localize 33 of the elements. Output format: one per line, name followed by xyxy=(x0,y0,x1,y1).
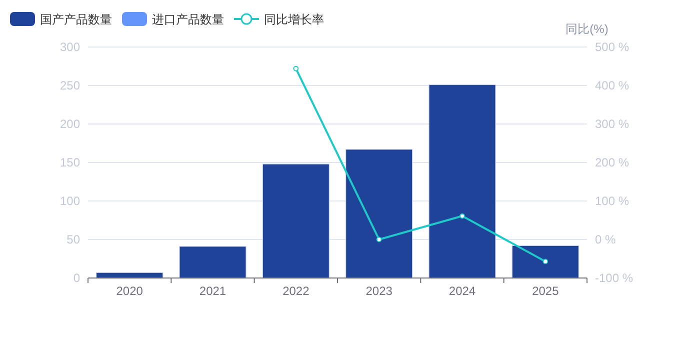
x-tick-label: 2025 xyxy=(532,284,560,298)
y-tick-label: 300 xyxy=(60,40,80,54)
bar xyxy=(428,84,496,278)
legend-label: 国产产品数量 xyxy=(40,12,112,26)
y2-tick-label: 500 % xyxy=(595,40,630,54)
bar xyxy=(262,164,330,278)
x-tick-label: 2024 xyxy=(448,284,476,298)
x-tick-label: 2023 xyxy=(366,284,393,298)
y2-tick-label: -100 % xyxy=(595,271,634,285)
legend-label: 同比增长率 xyxy=(264,12,324,26)
bar xyxy=(179,246,246,278)
y-tick-label: 150 xyxy=(60,156,80,170)
bar xyxy=(512,245,579,278)
x-tick-label: 2021 xyxy=(199,284,226,298)
point xyxy=(376,236,382,242)
y-tick-label: 200 xyxy=(60,117,80,131)
y2-axis-title: 同比(%) xyxy=(566,22,608,36)
y2-tick-label: 0 % xyxy=(595,232,616,246)
y-tick-label: 100 xyxy=(60,194,80,208)
point xyxy=(293,66,299,72)
point xyxy=(542,258,548,264)
y-tick-label: 0 xyxy=(73,271,80,285)
x-tick-label: 2020 xyxy=(116,284,144,298)
y2-tick-label: 200 % xyxy=(595,156,630,170)
y-tick-label: 250 xyxy=(60,78,80,92)
legend-label: 进口产品数量 xyxy=(152,12,224,26)
y2-tick-label: 400 % xyxy=(595,78,630,92)
x-tick-label: 2022 xyxy=(282,284,310,298)
bar xyxy=(346,149,413,278)
y2-tick-label: 300 % xyxy=(595,117,630,131)
y-tick-label: 50 xyxy=(66,232,80,246)
y2-tick-label: 100 % xyxy=(595,194,630,208)
point xyxy=(460,213,465,219)
